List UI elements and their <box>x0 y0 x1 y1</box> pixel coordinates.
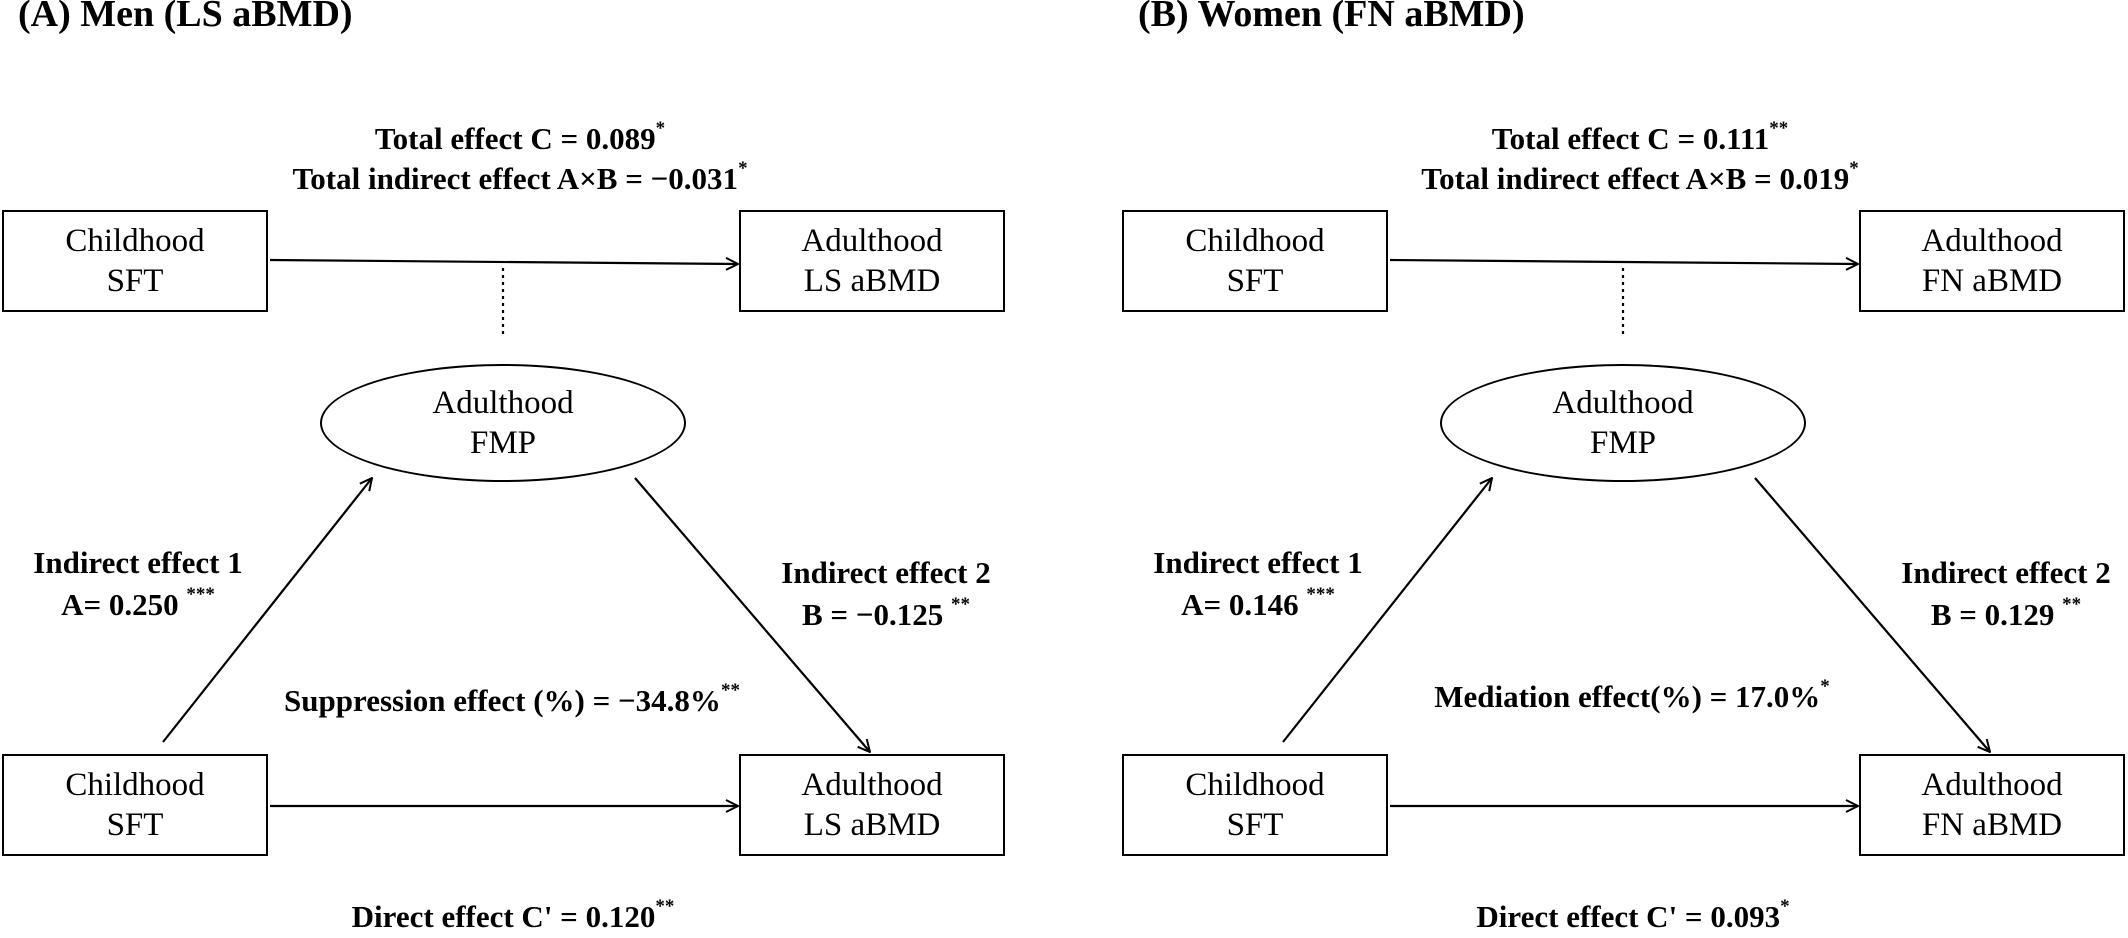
path-a-arrow <box>162 478 372 743</box>
total-effect-arrow <box>269 260 738 264</box>
path-b-arrow <box>634 477 870 752</box>
mediation-effect-label: Mediation effect(%) = 17.0%* <box>1434 676 1830 714</box>
panel-heading: (A) Men (LS aBMD) <box>18 0 353 35</box>
indirect-effect-2-label: Indirect effect 2 B = 0.129 ** <box>1901 555 2111 632</box>
path-b-arrow <box>1754 477 1990 752</box>
total-indirect-label: Total indirect effect A×B = 0.019* <box>1421 158 1859 196</box>
node-line-1: Adulthood <box>1552 385 1694 421</box>
adulthood-bmd-box: Adulthood LS aBMD <box>739 210 1005 312</box>
node-line-2: LS aBMD <box>803 807 941 843</box>
node-line-2: SFT <box>1226 263 1284 299</box>
indirect-effect-1-label: Indirect effect 1 A= 0.146 *** <box>1153 545 1363 622</box>
total-effect-label: Total effect C = 0.089* <box>374 118 666 156</box>
direct-effect-label: Direct effect C' = 0.120** <box>351 896 675 934</box>
childhood-sft-box: Childhood SFT <box>1122 210 1388 312</box>
node-line-1: Adulthood <box>1921 767 2063 803</box>
panel-heading: (B) Women (FN aBMD) <box>1138 0 1525 35</box>
childhood-sft-box: Childhood SFT <box>2 754 268 856</box>
node-line-1: Adulthood <box>1921 223 2063 259</box>
node-line-1: Childhood <box>65 223 205 259</box>
panel-men: (A) Men (LS aBMD) Total effect C = 0.089… <box>0 0 1064 934</box>
node-line-2: SFT <box>1226 807 1284 843</box>
total-indirect-label: Total indirect effect A×B = −0.031* <box>292 158 748 196</box>
path-arrows <box>162 0 1064 931</box>
node-line-1: Childhood <box>65 767 205 803</box>
adulthood-fmp-ellipse: Adulthood FMP <box>1440 364 1806 482</box>
adulthood-bmd-box: Adulthood FN aBMD <box>1859 210 2125 312</box>
node-line-2: FN aBMD <box>1921 807 2063 843</box>
adulthood-fmp-ellipse: Adulthood FMP <box>320 364 686 482</box>
indirect-effect-1-label: Indirect effect 1 A= 0.250 *** <box>33 545 243 622</box>
node-line-1: Childhood <box>1185 767 1325 803</box>
adulthood-bmd-box: Adulthood LS aBMD <box>739 754 1005 856</box>
adulthood-bmd-box: Adulthood FN aBMD <box>1859 754 2125 856</box>
node-line-2: SFT <box>106 807 164 843</box>
path-a-arrow <box>1282 478 1492 743</box>
node-line-1: Adulthood <box>432 385 574 421</box>
path-arrows <box>1282 0 2128 931</box>
panel-women: (B) Women (FN aBMD) Total effect C = 0.1… <box>1120 0 2128 934</box>
indirect-effect-2-label: Indirect effect 2 B = −0.125 ** <box>781 555 991 632</box>
direct-effect-label: Direct effect C' = 0.093* <box>1476 896 1790 934</box>
suppression-effect-label: Suppression effect (%) = −34.8%** <box>284 680 740 718</box>
childhood-sft-box: Childhood SFT <box>1122 754 1388 856</box>
node-line-2: SFT <box>106 263 164 299</box>
node-line-2: FN aBMD <box>1921 263 2063 299</box>
node-line-1: Adulthood <box>801 767 943 803</box>
total-effect-label: Total effect C = 0.111** <box>1491 118 1789 156</box>
node-line-1: Childhood <box>1185 223 1325 259</box>
node-line-2: FMP <box>1589 425 1657 461</box>
node-line-1: Adulthood <box>801 223 943 259</box>
childhood-sft-box: Childhood SFT <box>2 210 268 312</box>
node-line-2: LS aBMD <box>803 263 941 299</box>
total-effect-arrow <box>1389 260 1858 264</box>
node-line-2: FMP <box>469 425 537 461</box>
